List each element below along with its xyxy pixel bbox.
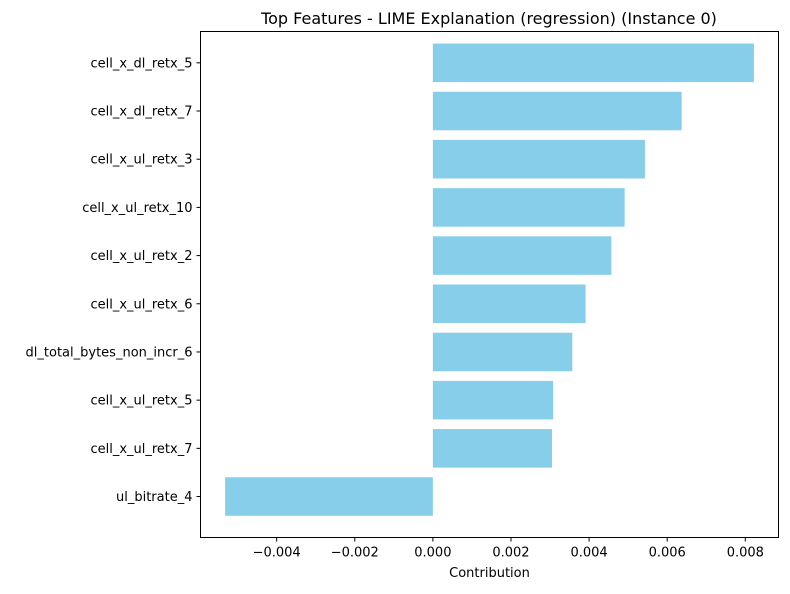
x-tick-label: 0.000 [414,546,451,561]
x-tick-label: 0.006 [649,546,686,561]
y-tick-label: cell_x_ul_retx_5 [90,394,192,409]
bar-dl_total_bytes_non_incr_6 [432,332,573,372]
bar-cell_x_ul_retx_5 [432,380,554,420]
bar-cell_x_ul_retx_6 [432,284,586,324]
plot-frame [200,31,779,538]
y-tick-label: cell_x_ul_retx_7 [90,442,192,457]
bar-cell_x_ul_retx_3 [432,139,645,179]
x-tick-label: −0.004 [253,546,301,561]
y-tick-labels: cell_x_dl_retx_5 cell_x_dl_retx_7 cell_x_u… [26,56,201,505]
y-tick-label: cell_x_dl_retx_5 [90,56,192,71]
bar-ul_bitrate_4 [225,477,433,516]
x-tick-label: −0.002 [331,546,379,561]
bar-cell_x_ul_retx_2 [432,236,612,275]
x-ticks: −0.004 −0.002 0.000 0.002 0.004 0.006 0.008 [253,537,764,561]
bars-layer [225,43,754,516]
bar-cell_x_dl_retx_7 [432,91,682,131]
y-tick-label: cell_x_ul_retx_2 [90,249,192,264]
chart-title: Top Features - LIME Explanation (regress… [260,9,717,28]
y-tick-label: cell_x_dl_retx_7 [90,105,192,120]
x-tick-label: 0.008 [727,546,764,561]
bar-cell_x_ul_retx_7 [432,429,552,468]
x-axis-label: Contribution [449,566,530,581]
y-tick-label: cell_x_ul_retx_6 [90,297,192,312]
x-tick-label: 0.004 [570,546,607,561]
bar-cell_x_ul_retx_10 [432,188,625,227]
y-tick-label: cell_x_ul_retx_3 [90,153,192,168]
y-tick-label: ul_bitrate_4 [116,490,193,505]
y-tick-label: cell_x_ul_retx_10 [82,201,192,216]
x-tick-label: 0.002 [492,546,529,561]
y-tick-label: dl_total_bytes_non_incr_6 [26,345,193,360]
bar-cell_x_dl_retx_5 [432,43,754,83]
